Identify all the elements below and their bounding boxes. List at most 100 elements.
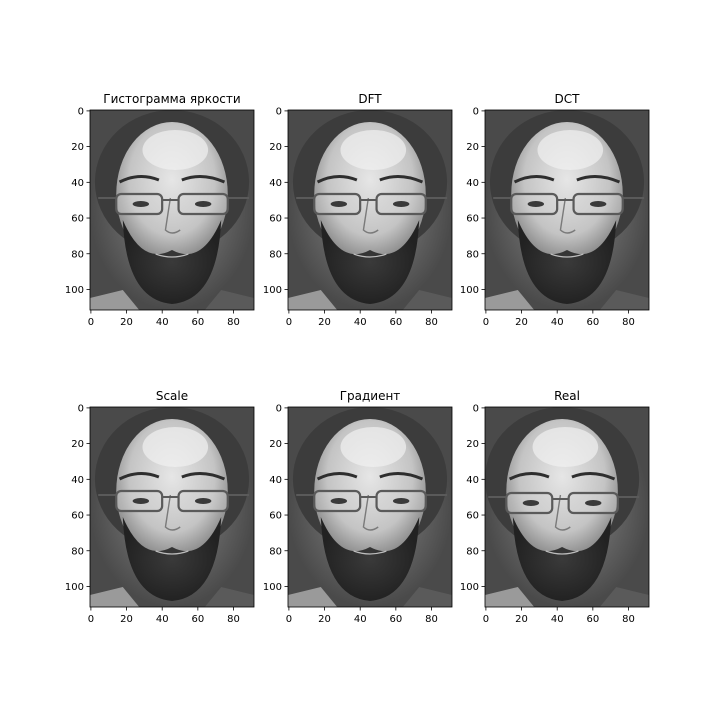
beard: [512, 517, 612, 601]
y-tick-label: 0: [78, 403, 84, 414]
x-tick-label: 40: [551, 317, 564, 328]
panel-title: Scale: [156, 389, 188, 403]
forehead: [340, 427, 407, 467]
eyebrow-right: [571, 472, 616, 481]
x-tick-label: 20: [515, 317, 528, 328]
y-tick-label: 100: [263, 582, 282, 593]
beard: [122, 517, 222, 601]
panel-title: Гистограмма яркости: [103, 92, 240, 106]
y-tick-label: 0: [276, 106, 282, 117]
y-tick-label: 0: [473, 106, 479, 117]
x-tick-label: 80: [622, 317, 635, 328]
x-tick-label: 80: [425, 614, 438, 625]
beard: [320, 220, 420, 304]
mouth: [545, 550, 579, 555]
face-image: [90, 407, 254, 607]
chart-panel: Scale 0 20 40 60 80 0 20 40 60 80 100: [65, 389, 255, 625]
x-tick-label: 60: [191, 317, 204, 328]
eye-left: [132, 201, 150, 207]
x-tick-label: 20: [318, 614, 331, 625]
y-tick-label: 40: [71, 178, 84, 189]
face-image: [485, 110, 649, 310]
x-tick-label: 20: [515, 614, 528, 625]
y-tick-label: 60: [71, 511, 84, 522]
forehead: [142, 427, 209, 467]
eyebrow-left: [316, 175, 358, 184]
panel-title: Градиент: [340, 389, 401, 403]
x-tick-label: 0: [483, 614, 489, 625]
y-tick-label: 40: [466, 475, 479, 486]
y-tick-label: 20: [71, 439, 84, 450]
face-image: [288, 407, 452, 607]
shoulder-right: [204, 587, 254, 607]
y-tick-label: 100: [460, 285, 479, 296]
chart-panel: DFT 0 20 40 60 80 0 20 40 60 80 100: [263, 92, 453, 328]
x-tick-label: 0: [286, 317, 292, 328]
axes-frame: [287, 109, 453, 311]
y-tick-label: 80: [71, 546, 84, 557]
shoulder-right: [204, 290, 254, 310]
panel-title: DFT: [358, 92, 382, 106]
nose: [164, 494, 181, 531]
eyebrow-right: [181, 472, 226, 481]
eye-left: [330, 201, 348, 207]
x-tick-label: 20: [318, 317, 331, 328]
y-tick-label: 0: [78, 106, 84, 117]
y-tick-label: 100: [263, 285, 282, 296]
eyebrow-right: [181, 175, 226, 184]
y-tick-label: 0: [276, 403, 282, 414]
axes-frame: [287, 406, 453, 608]
axes-frame: [484, 109, 650, 311]
chart-panel: Градиент 0 20 40 60 80 0 20 40 60 80 100: [263, 389, 453, 625]
eyebrow-right: [379, 175, 424, 184]
y-tick-label: 60: [466, 511, 479, 522]
eyebrow-left: [513, 175, 555, 184]
beard: [122, 220, 222, 304]
shoulder-left: [90, 290, 140, 310]
y-tick-label: 20: [466, 142, 479, 153]
eye-right: [194, 498, 212, 504]
y-tick-label: 20: [71, 142, 84, 153]
y-tick-label: 40: [466, 178, 479, 189]
nose: [164, 197, 181, 234]
y-tick-label: 60: [269, 511, 282, 522]
mouth: [353, 550, 387, 555]
x-tick-label: 0: [88, 614, 94, 625]
x-tick-label: 40: [354, 317, 367, 328]
y-tick-label: 0: [473, 403, 479, 414]
eyebrow-right: [379, 472, 424, 481]
x-tick-label: 40: [551, 614, 564, 625]
y-tick-label: 20: [269, 439, 282, 450]
y-tick-label: 100: [65, 285, 84, 296]
y-tick-label: 80: [269, 249, 282, 260]
eyebrow-left: [118, 472, 160, 481]
chart-panel: DCT 0 20 40 60 80 0 20 40 60 80 100: [460, 92, 650, 328]
y-tick-label: 40: [71, 475, 84, 486]
x-tick-label: 0: [88, 317, 94, 328]
nose: [362, 197, 379, 234]
eye-right: [589, 201, 607, 207]
y-tick-label: 20: [269, 142, 282, 153]
chart-panel: Гистограмма яркости 0 20 40 60 80 0 20 40 60 80 100: [65, 92, 255, 328]
mouth: [155, 550, 189, 555]
eye-right: [392, 498, 410, 504]
x-tick-label: 40: [354, 614, 367, 625]
y-tick-label: 40: [269, 178, 282, 189]
mouth: [353, 253, 387, 258]
shoulder-left: [90, 587, 140, 607]
nose: [554, 494, 571, 531]
eye-right: [194, 201, 212, 207]
beard: [517, 220, 617, 304]
axes-frame: [89, 109, 255, 311]
y-tick-label: 60: [71, 214, 84, 225]
y-tick-label: 80: [71, 249, 84, 260]
eye-left: [330, 498, 348, 504]
x-tick-label: 80: [227, 317, 240, 328]
x-tick-label: 80: [425, 317, 438, 328]
x-tick-label: 40: [156, 317, 169, 328]
axes-frame: [484, 406, 650, 608]
x-tick-label: 0: [483, 317, 489, 328]
y-tick-label: 100: [460, 582, 479, 593]
mouth: [155, 253, 189, 258]
chart-panel: Real 0 20 40 60 80 0 20 40 60 80 100: [460, 389, 650, 625]
